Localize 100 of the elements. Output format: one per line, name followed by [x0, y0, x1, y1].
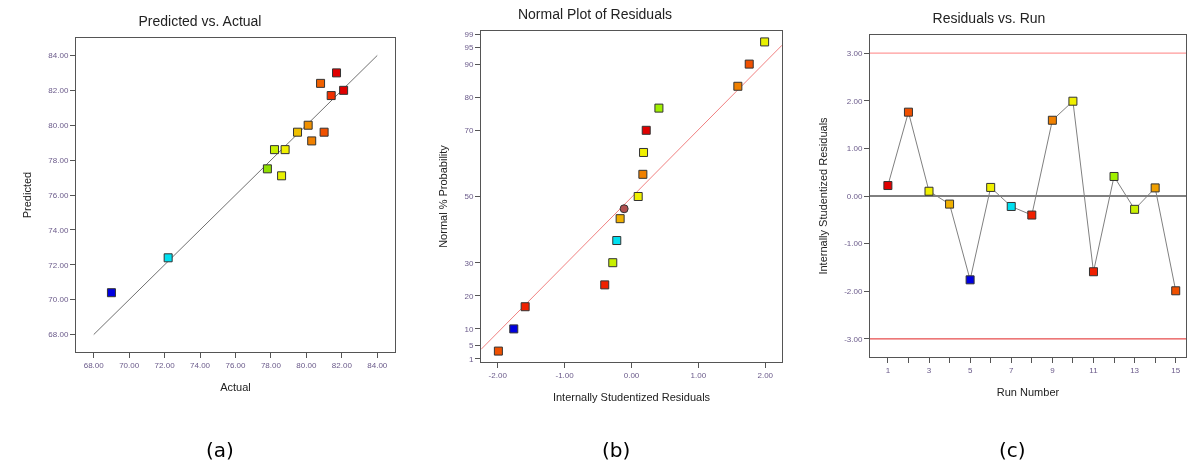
x-axis-title: Internally Studentized Residuals — [552, 390, 711, 403]
x-tick-label: 7 — [1009, 365, 1015, 375]
x-tick-label: 1.00 — [690, 370, 707, 380]
point — [319, 127, 329, 137]
point — [600, 280, 610, 290]
y-tick-label: 80 — [464, 93, 474, 102]
point — [641, 125, 651, 135]
x-axis-title: Actual — [220, 380, 251, 393]
point — [277, 171, 287, 181]
x-tick-label: 68.00 — [83, 360, 105, 370]
point — [339, 85, 349, 95]
point — [945, 199, 955, 209]
y-tick-label: 5 — [468, 341, 474, 351]
x-tick-label: 13 — [1130, 365, 1140, 375]
point — [654, 103, 664, 113]
y-tick-label: -2.00 — [844, 287, 863, 297]
y-tick-label: 80.00 — [48, 121, 69, 131]
point — [1027, 210, 1037, 220]
point — [293, 127, 303, 137]
point — [883, 181, 893, 191]
point — [307, 136, 317, 146]
y-tick-label: 3.00 — [846, 48, 863, 58]
point — [1068, 96, 1078, 106]
point — [1006, 201, 1016, 211]
text: (b) — [602, 438, 631, 462]
point — [639, 147, 649, 157]
y-tick-label: -1.00 — [844, 239, 863, 249]
x-axis-title: Run Number — [996, 385, 1060, 398]
x-tick-label: -2.00 — [488, 370, 508, 380]
point — [615, 214, 625, 224]
x-tick-label: 80.00 — [296, 360, 317, 370]
x-tick-label: -1.00 — [555, 370, 575, 380]
x-tick-label: 5 — [967, 365, 973, 375]
x-tick-label: 84.00 — [367, 360, 388, 370]
chart-title: Normal Plot of Residuals — [517, 5, 673, 22]
y-tick-label: 95 — [464, 43, 474, 53]
point — [619, 204, 629, 214]
y-tick-label: 84.00 — [48, 51, 69, 61]
point — [965, 275, 975, 285]
point — [612, 236, 622, 246]
point — [280, 145, 290, 155]
chart-title: Residuals vs. Run — [932, 9, 1046, 26]
point — [744, 59, 754, 69]
y-tick-label: 20 — [464, 291, 474, 301]
x-tick-label: 70.00 — [119, 360, 140, 370]
x-tick-label: 2.00 — [757, 370, 774, 380]
point — [608, 258, 618, 268]
y-axis-title: Predicted — [21, 171, 34, 219]
point — [262, 164, 272, 174]
point — [638, 169, 648, 179]
y-tick-label: 70.00 — [48, 295, 69, 305]
point — [520, 302, 530, 312]
x-tick-label: 78.00 — [260, 360, 282, 370]
point — [332, 68, 342, 78]
y-tick-label: 90 — [464, 59, 474, 69]
point — [269, 145, 279, 155]
point — [1171, 286, 1181, 296]
point — [1109, 171, 1119, 181]
x-tick-label: 82.00 — [331, 360, 353, 370]
y-tick-label: 76.00 — [48, 190, 69, 200]
x-tick-label: 11 — [1089, 365, 1099, 375]
x-tick-label: 15 — [1171, 365, 1181, 375]
point — [1047, 115, 1057, 125]
text: (a) — [206, 438, 234, 462]
y-tick-label: 2.00 — [846, 96, 863, 106]
y-tick-label: 78.00 — [48, 155, 69, 165]
x-tick-label: 72.00 — [154, 360, 176, 370]
y-tick-label: 99 — [464, 30, 474, 40]
point — [303, 120, 313, 130]
y-tick-label: 1.00 — [846, 144, 863, 154]
point — [1130, 204, 1140, 214]
text: (c) — [999, 438, 1026, 462]
y-tick-label: 10 — [464, 324, 474, 334]
point — [986, 182, 996, 192]
point — [924, 186, 934, 196]
chart-title: Predicted vs. Actual — [138, 12, 262, 29]
point — [760, 37, 770, 47]
point — [163, 253, 173, 263]
x-tick-label: 76.00 — [225, 360, 247, 370]
point — [326, 91, 336, 101]
y-tick-label: 30 — [464, 258, 474, 268]
y-axis-title: Normal % Probability — [437, 144, 450, 248]
point — [903, 107, 913, 117]
y-tick-label: 74.00 — [48, 225, 69, 235]
point — [633, 192, 643, 201]
x-tick-label: 74.00 — [190, 360, 211, 370]
y-tick-label: 70 — [464, 126, 474, 136]
x-tick-label: 9 — [1050, 365, 1056, 375]
y-tick-label: 72.00 — [48, 260, 69, 270]
point — [1088, 267, 1098, 277]
point — [509, 324, 519, 334]
y-tick-label: 68.00 — [48, 330, 69, 340]
y-tick-label: 0.00 — [846, 191, 863, 201]
y-tick-label: 82.00 — [48, 86, 69, 96]
point — [106, 288, 116, 298]
y-axis-title: Internally Studentized Residuals — [816, 116, 829, 275]
x-tick-label: 1 — [885, 365, 891, 375]
point — [316, 78, 326, 88]
point — [493, 346, 503, 356]
x-tick-label: 0.00 — [623, 370, 640, 380]
